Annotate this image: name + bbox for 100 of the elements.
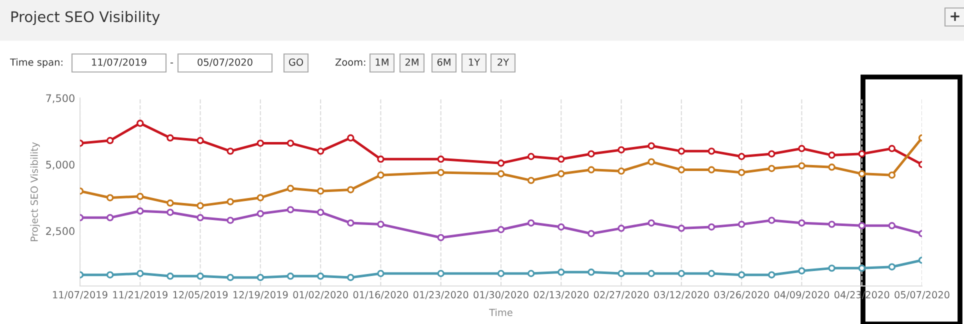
point <box>316 187 324 195</box>
text: 05/07/2020 <box>198 58 252 67</box>
point <box>588 268 595 276</box>
chart-title: Project SEO Visibility <box>11 10 160 26</box>
point <box>678 224 686 232</box>
point <box>286 184 294 192</box>
point <box>497 226 505 234</box>
x-tick-label: 02/13/2020 <box>534 291 589 300</box>
point <box>316 148 324 155</box>
point <box>768 150 776 158</box>
point <box>858 170 866 178</box>
point <box>437 234 444 242</box>
point <box>136 192 144 200</box>
point <box>316 272 324 280</box>
point <box>768 271 776 278</box>
point <box>588 166 595 174</box>
point <box>738 152 746 160</box>
point <box>618 168 625 175</box>
x-tick-label: 01/02/2020 <box>293 291 348 300</box>
point <box>798 219 806 227</box>
point <box>377 156 384 163</box>
point <box>888 144 896 152</box>
point <box>497 170 505 178</box>
point <box>437 168 444 176</box>
text: 2M <box>405 58 418 66</box>
point <box>316 208 324 216</box>
point <box>858 150 866 158</box>
point <box>527 219 535 227</box>
point <box>527 270 535 278</box>
x-tick-label: 03/12/2020 <box>654 291 709 300</box>
point <box>618 224 625 232</box>
point <box>347 274 354 282</box>
point <box>888 263 896 270</box>
point <box>648 219 655 227</box>
text: 11/07/2019 <box>92 58 146 67</box>
point <box>708 270 716 278</box>
point <box>888 172 896 179</box>
point <box>256 140 264 147</box>
x-tick-label: 12/05/2019 <box>173 291 228 300</box>
point <box>136 270 144 278</box>
point <box>136 120 144 127</box>
point <box>377 270 384 278</box>
point <box>588 230 595 238</box>
point <box>226 198 234 206</box>
point <box>286 272 294 280</box>
point <box>618 270 625 278</box>
point <box>678 270 686 278</box>
point <box>768 216 776 224</box>
x-tick-label: 01/16/2020 <box>353 291 408 300</box>
point <box>347 134 354 142</box>
point <box>828 220 836 228</box>
point <box>347 186 354 194</box>
point <box>558 156 565 163</box>
point <box>678 148 686 155</box>
point <box>648 270 655 278</box>
point <box>166 134 174 142</box>
text: 1Y <box>469 58 480 66</box>
point <box>106 271 114 278</box>
point <box>558 223 565 231</box>
point <box>166 199 174 207</box>
point <box>527 152 535 160</box>
point <box>377 220 384 228</box>
point <box>377 172 384 179</box>
point <box>798 162 806 170</box>
point <box>196 202 204 210</box>
point <box>738 271 746 278</box>
point <box>738 220 746 228</box>
point <box>106 214 114 222</box>
point <box>196 272 204 280</box>
text: - <box>170 62 174 64</box>
point <box>768 164 776 172</box>
point <box>738 168 746 176</box>
point <box>286 140 294 147</box>
y-tick-label: 7,500 <box>46 94 74 104</box>
point <box>166 272 174 280</box>
point <box>678 166 686 174</box>
x-tick-label: 11/07/2019 <box>53 291 108 300</box>
point <box>256 210 264 218</box>
y-axis-title: Project SEO Visibility <box>30 142 40 242</box>
point <box>588 150 595 158</box>
x-tick-label: 01/23/2020 <box>413 291 468 300</box>
x-tick-label: 12/19/2019 <box>233 291 288 300</box>
point <box>648 158 655 166</box>
x-tick-label: 02/27/2020 <box>594 291 649 300</box>
point <box>196 136 204 144</box>
y-tick-label: 2,500 <box>46 227 74 236</box>
text: Time span: <box>10 58 62 68</box>
point <box>497 270 505 278</box>
x-tick-label: 11/21/2019 <box>113 291 168 300</box>
point <box>347 219 354 227</box>
y-tick-label: 5,000 <box>46 160 74 170</box>
point <box>798 144 806 152</box>
point <box>136 207 144 215</box>
point <box>558 170 565 178</box>
point <box>858 222 866 230</box>
point <box>106 136 114 144</box>
point <box>708 166 716 174</box>
point <box>437 156 444 163</box>
x-tick-label: 04/09/2020 <box>774 291 830 300</box>
text: GO <box>288 58 304 66</box>
